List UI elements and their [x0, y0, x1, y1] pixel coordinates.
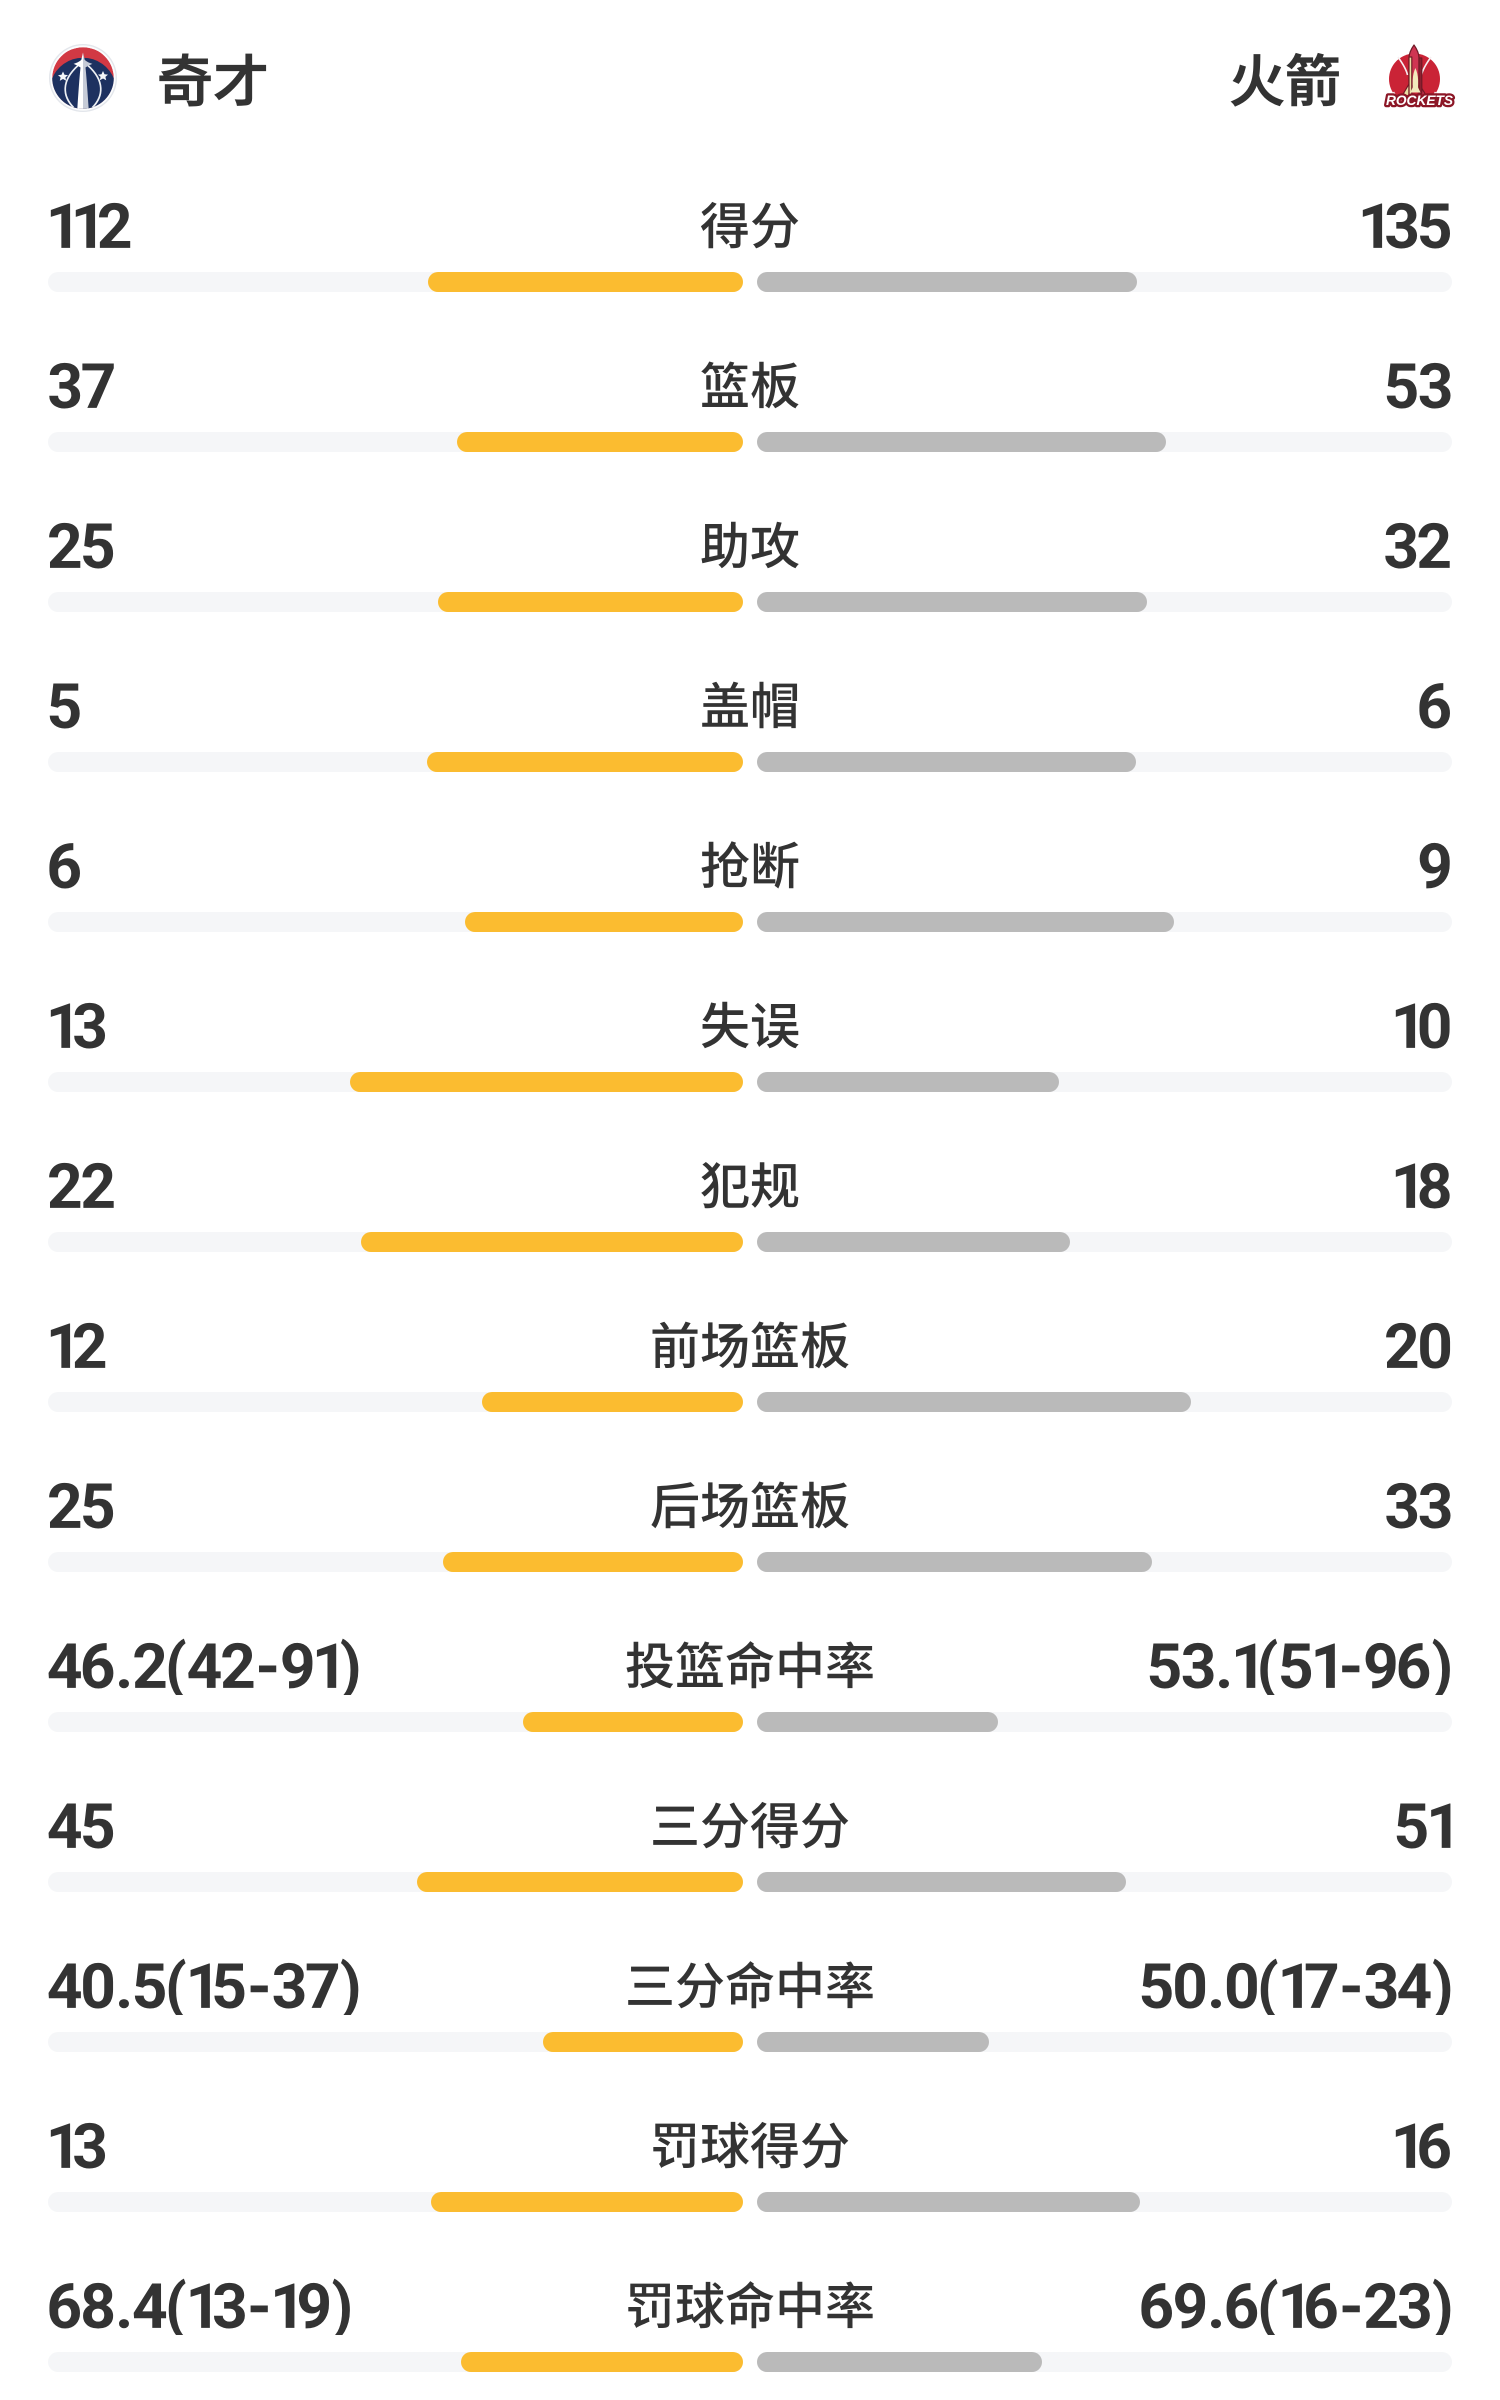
svg-text:ROCKETS: ROCKETS — [1386, 93, 1454, 109]
svg-text:ROCKETS: ROCKETS — [1386, 93, 1454, 109]
